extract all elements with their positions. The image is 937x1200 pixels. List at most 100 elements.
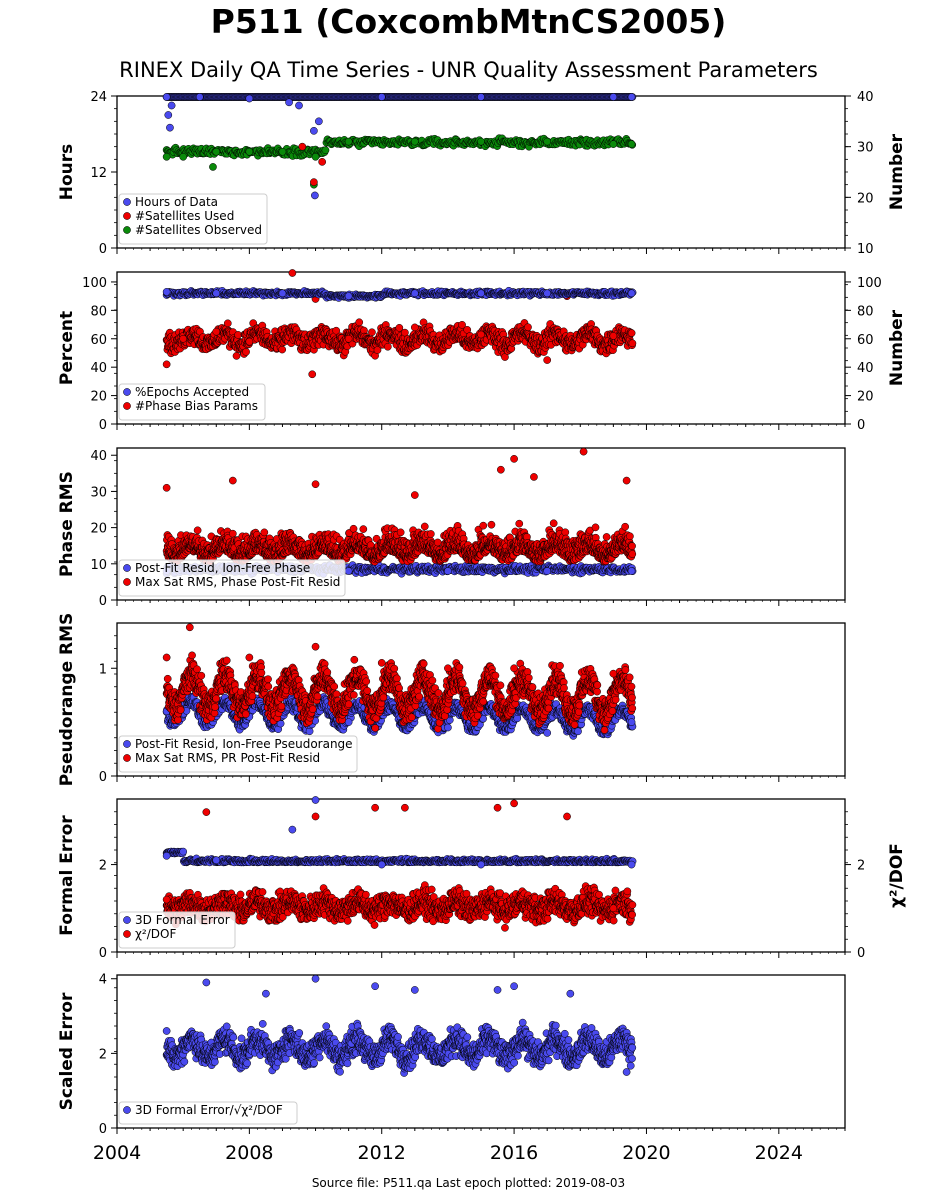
data-point — [288, 269, 297, 277]
data-point — [295, 101, 303, 110]
y-tick-label: 12 — [90, 166, 107, 181]
data-point — [212, 147, 221, 156]
x-tick-label: 2012 — [358, 1142, 406, 1164]
y2-axis-label: Number — [887, 309, 907, 386]
data-point — [298, 142, 307, 151]
data-point — [627, 329, 636, 337]
y-tick-label: 30 — [90, 485, 107, 500]
data-point — [212, 289, 221, 298]
data-point — [477, 137, 485, 146]
y-tick-label: 0 — [99, 242, 107, 257]
data-point — [410, 323, 419, 332]
data-point — [477, 289, 485, 298]
data-point — [311, 191, 319, 200]
data-point — [609, 140, 618, 148]
data-point — [234, 331, 242, 339]
data-point — [310, 126, 318, 135]
y-axis-label: Phase RMS — [57, 471, 77, 577]
y2-tick-label: 10 — [857, 242, 874, 257]
data-point — [232, 352, 241, 360]
data-point — [543, 289, 552, 298]
data-point — [377, 93, 386, 101]
data-point — [167, 101, 176, 110]
y2-tick-label: 40 — [857, 90, 874, 105]
y2-axis-label: χ²/DOF — [887, 843, 907, 908]
data-point — [278, 289, 287, 298]
y-tick-label: 0 — [99, 418, 107, 433]
data-point — [162, 152, 171, 161]
y-axis-label: Percent — [57, 311, 77, 385]
data-point — [164, 111, 173, 119]
x-tick-label: 2020 — [622, 1142, 670, 1164]
data-point — [193, 526, 202, 535]
data-point — [308, 370, 317, 379]
y2-axis-label: Number — [887, 133, 907, 210]
y2-tick-label: 20 — [857, 390, 874, 405]
series--phase-bias-params — [162, 269, 637, 379]
data-point — [477, 330, 485, 339]
y-tick-label: 20 — [90, 522, 107, 537]
chart-title: P511 (CoxcombMtnCS2005) — [210, 2, 727, 41]
data-point — [245, 94, 254, 103]
y-tick-label: 60 — [90, 333, 107, 348]
data-point — [344, 137, 353, 146]
series--satellites-observed — [162, 134, 637, 189]
data-point — [609, 332, 618, 340]
y-tick-label: 0 — [99, 946, 107, 961]
chart-subtitle: RINEX Daily QA Time Series - UNR Quality… — [119, 58, 818, 82]
data-point — [627, 140, 636, 148]
data-point — [209, 163, 217, 171]
y-tick-label: 0 — [99, 1122, 107, 1137]
y-tick-label: 10 — [90, 558, 107, 573]
y-tick-label: 4 — [99, 973, 107, 988]
data-point — [344, 334, 353, 343]
data-point — [524, 323, 532, 332]
y2-tick-label: 100 — [857, 276, 882, 291]
y2-tick-label: 30 — [857, 141, 874, 156]
x-tick-label: 2024 — [755, 1142, 803, 1164]
y2-tick-label: 2 — [857, 859, 865, 874]
data-point — [162, 360, 171, 369]
y-tick-label: 20 — [90, 390, 107, 405]
x-tick-label: 2016 — [490, 1142, 538, 1164]
panel-6 — [111, 974, 846, 1134]
data-point — [212, 327, 221, 336]
y2-tick-label: 20 — [857, 191, 874, 206]
data-point — [609, 93, 618, 101]
panel-3 — [111, 447, 846, 606]
data-point — [543, 137, 552, 146]
y-axis-label: Pseudorange RMS — [57, 613, 77, 787]
data-point — [195, 93, 204, 101]
data-point — [410, 289, 419, 298]
x-tick-label: 2004 — [93, 1142, 141, 1164]
data-point — [315, 117, 323, 126]
y-axis-label: Formal Error — [57, 815, 77, 936]
data-point — [444, 567, 452, 575]
data-point — [344, 292, 353, 300]
series-max-sat-rms-phase-post-fit-resid — [162, 447, 637, 566]
data-point — [321, 146, 330, 155]
data-point — [627, 567, 636, 575]
data-point — [410, 137, 419, 146]
y2-tick-label: 0 — [857, 946, 865, 961]
y-tick-label: 40 — [90, 361, 107, 376]
data-point — [310, 178, 318, 186]
data-point — [311, 152, 320, 161]
data-point — [355, 318, 364, 327]
data-point — [166, 123, 174, 132]
data-point — [245, 147, 254, 156]
y-tick-label: 1 — [99, 662, 107, 677]
data-point — [162, 288, 171, 296]
y-axis-label: Scaled Error — [57, 992, 77, 1110]
panel-5 — [111, 798, 851, 958]
data-point — [627, 289, 636, 298]
y-axis-label: Hours — [57, 144, 77, 201]
y2-tick-label: 60 — [857, 333, 874, 348]
data-point — [228, 529, 237, 538]
data-point — [368, 328, 376, 337]
y2-tick-label: 40 — [857, 361, 874, 376]
data-point — [318, 158, 327, 166]
data-point — [245, 337, 254, 346]
y-tick-label: 2 — [99, 1047, 107, 1062]
